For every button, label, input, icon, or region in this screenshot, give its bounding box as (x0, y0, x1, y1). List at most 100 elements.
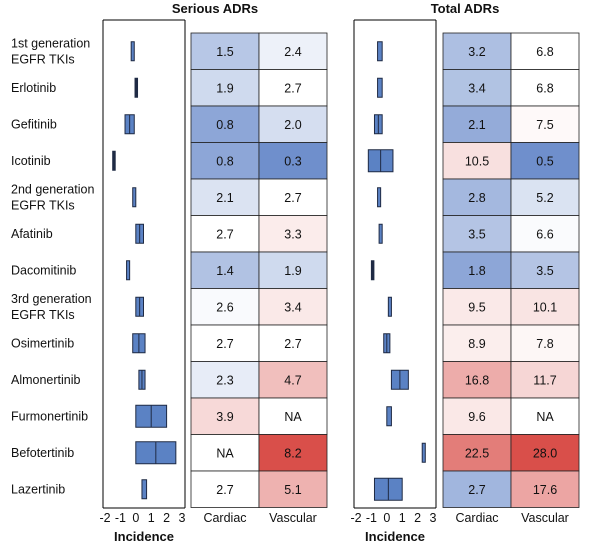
x-tick-label: -2 (350, 511, 361, 525)
heatmap-cell-value: 16.8 (465, 373, 489, 387)
panel-title: Total ADRs (431, 1, 500, 16)
heatmap-cell-value: 6.8 (536, 45, 553, 59)
x-tick-label: 2 (414, 511, 421, 525)
heatmap-cell-value: 3.5 (536, 264, 553, 278)
row-label-line: EGFR TKIs (11, 308, 75, 322)
heatmap-cell (258, 142, 328, 180)
heatmap-cell (258, 397, 328, 435)
x-tick-label: 2 (163, 511, 170, 525)
row-label: Almonertinib (11, 373, 81, 387)
heatmap-cell-value: 6.6 (536, 227, 553, 241)
heatmap-cell (258, 178, 328, 216)
column-label: Vascular (521, 511, 569, 525)
heatmap-cell (510, 215, 580, 253)
heatmap-cell-value: 1.5 (216, 45, 233, 59)
heatmap-cell (442, 32, 512, 70)
heatmap-cell (442, 397, 512, 435)
incidence-box (132, 187, 137, 208)
incidence-box (370, 260, 375, 281)
heatmap-cell (510, 288, 580, 326)
row-label-line: Icotinib (11, 154, 51, 168)
heatmap-cell-value: 2.7 (284, 337, 301, 351)
heatmap-cell (258, 69, 328, 107)
heatmap-cell (258, 288, 328, 326)
incidence-box (386, 406, 392, 427)
heatmap-cell (510, 470, 580, 508)
x-tick-label: -2 (99, 511, 110, 525)
column-label: Vascular (269, 511, 317, 525)
incidence-box (421, 442, 426, 463)
heatmap-cell (190, 397, 260, 435)
heatmap-cell-value: 2.6 (216, 300, 233, 314)
heatmap-cell (258, 215, 328, 253)
row-label: Befotertinib (11, 446, 74, 460)
heatmap-cell-value: 28.0 (533, 446, 557, 460)
heatmap-cell-value: 2.8 (468, 191, 485, 205)
heatmap-cell-value: 0.8 (216, 154, 233, 168)
panel-total-adrs: Total ADRs -2 -1 0 1 2 3 Incidence 3.2 6.8 3.4 6.8 2… (350, 1, 580, 544)
row-label-line: Afatinib (11, 227, 53, 241)
heatmap-cell-value: 3.2 (468, 45, 485, 59)
x-tick-label: 1 (148, 511, 155, 525)
row-label: Dacomitinib (11, 263, 76, 277)
heatmap-cell-value: 4.7 (284, 373, 301, 387)
column-label: Cardiac (203, 511, 246, 525)
heatmap-cell (258, 434, 328, 472)
incidence-box (134, 77, 139, 98)
heatmap-cell (258, 105, 328, 143)
heatmap-cell (258, 361, 328, 399)
heatmap-cell-value: 0.5 (536, 154, 553, 168)
heatmap-cell-value: 9.6 (468, 410, 485, 424)
row-label-line: 1st generation (11, 36, 90, 50)
row-label-line: Osimertinib (11, 336, 74, 350)
row-label-line: 2nd generation (11, 182, 94, 196)
heatmap-cell (190, 361, 260, 399)
heatmap-cell (442, 470, 512, 508)
heatmap-cell-value: 7.5 (536, 118, 553, 132)
heatmap-cell-value: 5.2 (536, 191, 553, 205)
row-label-line: Lazertinib (11, 482, 65, 496)
heatmap-cell-value: 3.4 (468, 81, 485, 95)
incidence-box (126, 260, 131, 281)
row-label: Lazertinib (11, 482, 65, 496)
column-label: Cardiac (455, 511, 498, 525)
heatmap-cell-value: 3.9 (216, 410, 233, 424)
heatmap-cell-value: 2.3 (216, 373, 233, 387)
heatmap-cell-value: 2.7 (284, 81, 301, 95)
row-label-line: Furmonertinib (11, 409, 88, 423)
heatmap-cell-value: 22.5 (465, 446, 489, 460)
row-label-line: Gefitinib (11, 117, 57, 131)
row-label: 2nd generation EGFR TKIs (11, 182, 94, 212)
heatmap-cell-value: 2.7 (468, 483, 485, 497)
heatmap-cell (510, 361, 580, 399)
heatmap-cell-value: 9.5 (468, 300, 485, 314)
heatmap-cell-value: 2.0 (284, 118, 301, 132)
row-label: 3rd generation EGFR TKIs (11, 292, 92, 322)
heatmap-cell (190, 215, 260, 253)
x-tick-label: 3 (430, 511, 437, 525)
heatmap-cell (510, 178, 580, 216)
heatmap-cell-value: 0.3 (284, 154, 301, 168)
panel-title: Serious ADRs (172, 1, 258, 16)
incidence-box (378, 223, 383, 244)
heatmap-cell-value: NA (536, 410, 554, 424)
x-tick-label: -1 (115, 511, 126, 525)
row-label-line: EGFR TKIs (11, 198, 75, 212)
heatmap-cell (258, 251, 328, 289)
row-label: Erlotinib (11, 81, 56, 95)
heatmap-cell-value: 11.7 (533, 373, 556, 387)
x-axis-title: Incidence (365, 529, 425, 544)
incidence-box (377, 77, 383, 98)
row-label: Furmonertinib (11, 409, 88, 423)
row-label-line: Erlotinib (11, 81, 56, 95)
x-tick-label: -1 (366, 511, 377, 525)
heatmap-cell (258, 470, 328, 508)
heatmap-cell-value: NA (284, 410, 302, 424)
panel-serious-adrs: Serious ADRs -2 -1 0 1 2 3 Incidence 1.5 2.4 1.9 2.… (99, 1, 328, 544)
heatmap-cell-value: 8.9 (468, 337, 485, 351)
heatmap-cell-value: 2.4 (284, 45, 301, 59)
x-tick-label: 1 (399, 511, 406, 525)
row-label: Gefitinib (11, 117, 57, 131)
heatmap-cell-value: 2.7 (216, 483, 233, 497)
x-tick-label: 3 (179, 511, 186, 525)
